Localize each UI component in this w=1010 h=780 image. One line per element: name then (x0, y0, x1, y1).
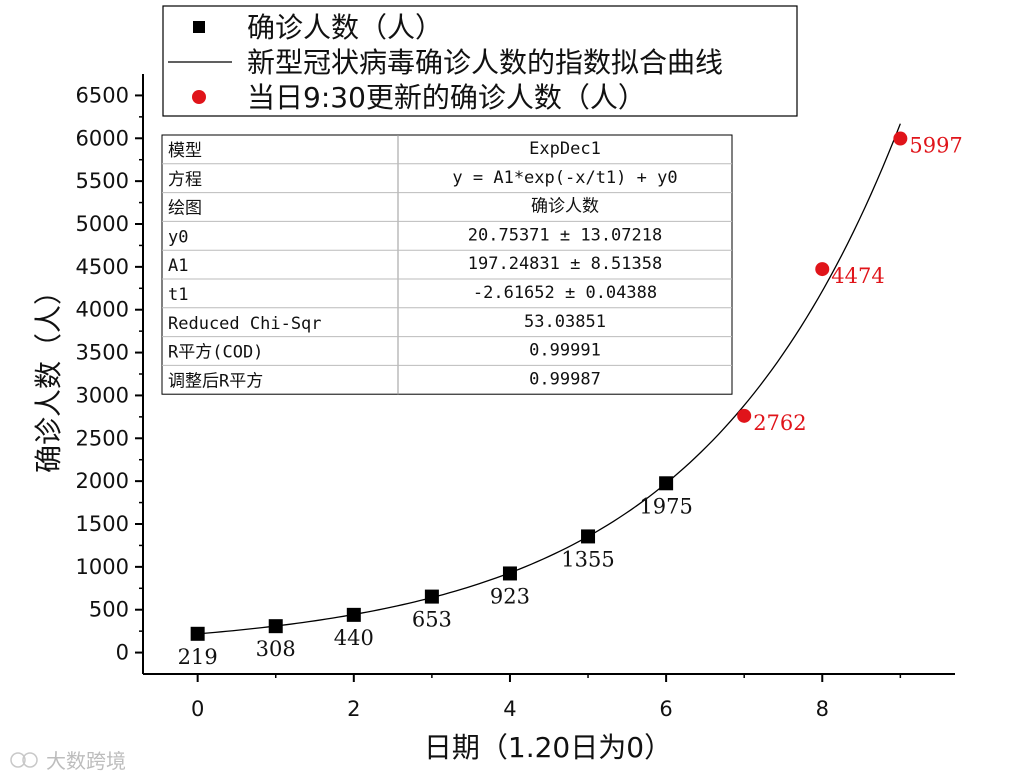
x-axis-title: 日期（1.20日为0） (424, 731, 672, 764)
data-label: 1355 (561, 547, 614, 571)
y-tick-label: 3000 (76, 383, 129, 407)
axes: 0 500 1000 1500 2000 2500 3000 3500 4000 4500 5000… (76, 74, 955, 721)
data-label-red: 5997 (909, 134, 962, 158)
data-point-square (581, 529, 596, 544)
x-tick-label: 4 (503, 697, 516, 721)
y-tick-label: 3500 (76, 341, 129, 365)
x-tick-label: 8 (816, 697, 829, 721)
watermark: 大数跨境 (10, 749, 126, 773)
fit-table-param-name: y0 (168, 227, 188, 247)
watermark-text: 大数跨境 (46, 749, 126, 773)
data-label: 440 (334, 626, 374, 650)
y-tick-label: 0 (116, 641, 129, 665)
data-point-square (424, 589, 439, 604)
fit-parameter-table: 模型 ExpDec1 方程 y = A1*exp(-x/t1) + y0 绘图 确诊人数 y… (161, 134, 733, 395)
data-label: 219 (178, 645, 218, 669)
x-tick-label: 0 (191, 697, 204, 721)
legend-square-icon (193, 21, 205, 33)
data-point-square (659, 476, 674, 491)
y-tick-label: 4000 (76, 298, 129, 322)
fit-table-param-name: Reduced Chi-Sqr (168, 314, 322, 334)
y-axis-title: 确诊人数（人） (32, 277, 65, 473)
y-tick-label: 5500 (76, 169, 129, 193)
data-point-square (190, 626, 205, 641)
fit-table-param-value: y = A1*exp(-x/t1) + y0 (452, 168, 677, 188)
fit-table-param-name: 绘图 (168, 199, 202, 219)
legend-label: 确诊人数（人） (247, 11, 443, 44)
y-tick-label: 6000 (76, 126, 129, 150)
x-tick-label: 2 (347, 697, 360, 721)
legend-box (162, 5, 798, 117)
fit-curve-group (197, 123, 901, 635)
y-tick-label: 1500 (76, 512, 129, 536)
data-label: 923 (490, 584, 530, 608)
data-label-red: 4474 (831, 264, 884, 288)
y-tick-label: 4500 (76, 255, 129, 279)
data-point-square (268, 619, 283, 634)
data-point-circle (737, 408, 752, 423)
fit-table-param-value: 确诊人数 (531, 197, 599, 217)
data-point-circle (815, 262, 830, 277)
y-tick-label: 1000 (76, 555, 129, 579)
legend-label: 新型冠状病毒确诊人数的指数拟合曲线 (247, 46, 723, 79)
y-tick-label: 2500 (76, 426, 129, 450)
data-point-circle (893, 131, 908, 146)
fit-curve (197, 123, 901, 635)
data-points: 219 308 440 653 923 1355 1975 2762 4474 5997 (178, 131, 963, 669)
fit-table-param-value: 197.24831 ± 8.51358 (468, 254, 662, 274)
fit-table-param-value: ExpDec1 (529, 139, 601, 159)
data-label: 1975 (639, 494, 692, 518)
fit-table-param-value: 53.03851 (524, 312, 606, 332)
fit-table-border (161, 134, 733, 395)
fit-table-param-value: 0.99987 (529, 369, 601, 389)
fit-table-param-name: 方程 (168, 170, 202, 190)
legend-circle-icon (192, 90, 206, 104)
fit-table-param-name: R平方(COD) (168, 343, 263, 363)
y-tick-label: 500 (89, 598, 129, 622)
fit-table-param-value: 20.75371 ± 13.07218 (468, 225, 662, 245)
data-label: 308 (256, 637, 296, 661)
data-label-red: 2762 (753, 411, 806, 435)
y-tick-label: 2000 (76, 469, 129, 493)
fit-table-param-value: -2.61652 ± 0.04388 (473, 283, 657, 303)
y-tick-label: 5000 (76, 212, 129, 236)
watermark-logo-icon-inner (22, 752, 38, 768)
fit-table-param-name: 调整后R平方 (168, 371, 263, 391)
data-label: 653 (412, 608, 452, 632)
y-tick-label: 6500 (76, 83, 129, 107)
fit-table-param-name: t1 (168, 285, 188, 305)
fit-table-param-value: 0.99991 (529, 341, 601, 361)
x-tick-label: 6 (659, 697, 672, 721)
data-point-square (502, 566, 517, 581)
fit-table-param-name: 模型 (168, 141, 202, 161)
legend-label: 当日9:30更新的确诊人数（人） (247, 81, 646, 114)
fit-table-param-name: A1 (168, 256, 188, 276)
axis-titles: 日期（1.20日为0） 确诊人数（人） (32, 277, 672, 764)
data-point-square (346, 607, 361, 622)
watermark-logo-icon (10, 752, 26, 768)
